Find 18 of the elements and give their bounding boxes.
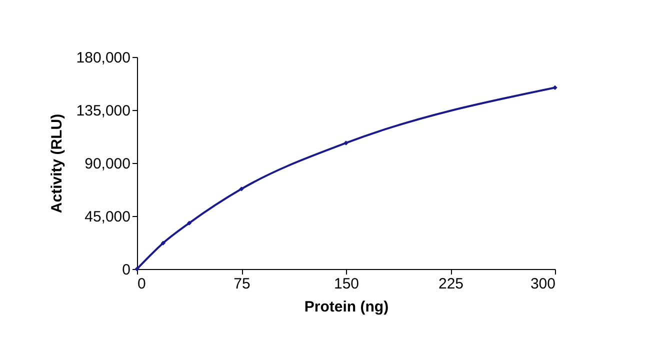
y-tick-label: 90,000 [84,156,130,172]
point [186,220,192,226]
x-axis-title: Protein (ng) [304,298,389,316]
x-tick-label: 0 [138,276,146,292]
point [134,266,140,272]
y-tick-label: 135,000 [76,102,130,120]
point [552,85,558,90]
x-tick-label: 150 [334,276,360,292]
y-tick-label: 180,000 [76,50,130,66]
point [344,140,348,146]
y-axis-title: Activity (RLU) [48,114,66,214]
y-tick-label: 45,000 [84,208,130,226]
point [160,240,166,246]
x-tick-label: 75 [234,276,250,292]
x-tick-label: 225 [438,276,464,292]
point [239,186,244,192]
x-tick-label: 300 [530,276,556,292]
y-tick-label: 0 [122,262,130,278]
